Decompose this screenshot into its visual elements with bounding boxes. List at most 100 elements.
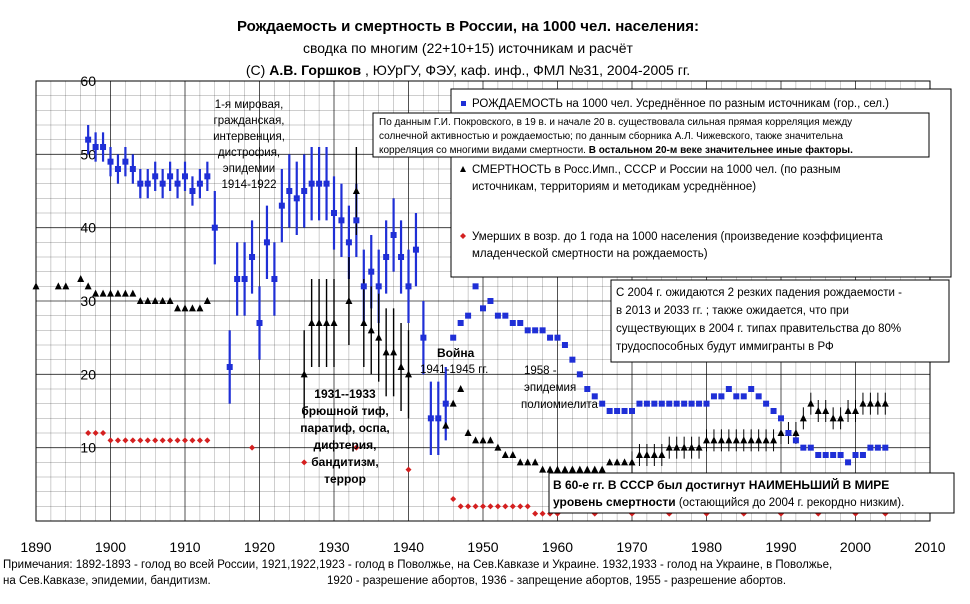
- birth-point: [815, 452, 822, 458]
- y-tick-label: 40: [80, 220, 96, 236]
- infant-point: [114, 437, 121, 444]
- death-point: [330, 319, 338, 326]
- chart-title: Рождаемость и смертность в России, на 10…: [237, 18, 699, 35]
- death-point: [740, 436, 748, 444]
- infant-point: [196, 437, 203, 444]
- svg-text:эпидемии: эпидемии: [223, 163, 275, 175]
- birth-point: [450, 334, 457, 341]
- infant-point: [174, 437, 181, 444]
- birth-point: [338, 217, 345, 224]
- svg-text:1920 - разрешение абортов, 193: 1920 - разрешение абортов, 1936 - запрещ…: [327, 575, 786, 587]
- birth-point: [673, 400, 680, 407]
- birth-point: [345, 239, 352, 246]
- death-point: [472, 436, 480, 444]
- birth-point: [204, 173, 211, 180]
- death-point: [703, 436, 710, 444]
- birth-point: [211, 224, 218, 231]
- birth-point: [144, 180, 151, 187]
- svg-text:в 2013 и 2033 гг. ; также ожид: в 2013 и 2033 гг. ; также ожидается, что…: [616, 305, 849, 317]
- birth-point: [807, 444, 814, 451]
- svg-text:1958 -: 1958 -: [524, 365, 557, 377]
- infant-point: [204, 437, 211, 444]
- infant-point: [301, 459, 308, 466]
- death-point: [688, 443, 696, 451]
- birth-point: [710, 393, 717, 400]
- birth-point: [725, 386, 732, 392]
- death-point: [114, 289, 122, 297]
- death-point: [166, 297, 174, 304]
- death-point: [613, 458, 621, 466]
- x-axis-ticks: 1890 1900 1910 1920 1930 1940 1950 1960 1970 1980…: [20, 539, 945, 555]
- x-tick-label: 1970: [616, 539, 647, 555]
- infant-point: [524, 503, 531, 510]
- death-point: [375, 333, 383, 341]
- birth-point: [442, 400, 449, 407]
- death-point: [62, 282, 70, 290]
- death-point: [360, 319, 368, 326]
- death-point: [680, 443, 688, 451]
- death-point: [792, 429, 800, 436]
- death-point: [188, 304, 196, 312]
- death-point: [390, 348, 398, 356]
- death-point: [397, 363, 405, 370]
- annotation-polio-1958: 1958 - эпидемия полиомиелита: [521, 365, 599, 411]
- birth-point: [256, 320, 263, 326]
- death-point: [717, 436, 725, 444]
- ussr-mortality-note: В 60-е гг. В СССР был достигнут НАИМЕНЬШ…: [548, 472, 955, 514]
- death-point: [747, 436, 755, 444]
- birth-point: [420, 334, 427, 341]
- birth-point: [174, 180, 181, 187]
- birth-point: [167, 173, 174, 180]
- y-axis-ticks: 102030405060: [80, 73, 96, 456]
- birth-point: [368, 268, 375, 275]
- forecast-note: С 2004 г. ожидаются 2 резких падения рож…: [610, 279, 950, 363]
- birth-point: [778, 415, 784, 422]
- birth-point: [882, 444, 889, 451]
- death-point: [181, 304, 189, 312]
- death-point: [598, 465, 606, 473]
- birth-point: [412, 246, 419, 253]
- birth-point: [822, 452, 829, 458]
- svg-text:1931--1933: 1931--1933: [314, 387, 376, 401]
- birth-point: [331, 210, 337, 216]
- death-point: [352, 187, 360, 194]
- death-point: [822, 407, 830, 414]
- death-point: [531, 458, 539, 466]
- death-point: [561, 465, 569, 473]
- death-point: [807, 399, 815, 407]
- annotation-war: Война: [437, 346, 475, 360]
- death-point: [755, 436, 763, 444]
- x-tick-label: 1920: [244, 539, 275, 555]
- death-point: [345, 297, 353, 304]
- svg-text:1-я мировая,: 1-я мировая,: [215, 99, 284, 111]
- infant-point: [472, 503, 479, 510]
- birth-point: [278, 202, 285, 209]
- infant-point: [249, 444, 256, 451]
- birth-point: [375, 283, 382, 290]
- svg-text:паратиф, оспа,: паратиф, оспа,: [300, 421, 389, 435]
- footnotes: Примечания: 1892-1893 - голод во всей Ро…: [3, 559, 832, 587]
- death-point: [486, 436, 494, 444]
- birth-point: [472, 283, 479, 290]
- birth-point: [517, 320, 524, 326]
- legend-infant-marker: [460, 233, 466, 239]
- birth-point: [271, 276, 278, 282]
- birth-point: [196, 180, 203, 187]
- death-point: [650, 451, 658, 458]
- pokrovsky-note: По данным Г.И. Покровского, в 19 в. и на…: [372, 112, 930, 158]
- birth-point: [614, 408, 621, 414]
- birth-point: [547, 334, 554, 341]
- birth-point: [651, 400, 658, 407]
- birth-point: [532, 327, 539, 334]
- infant-point: [137, 437, 144, 444]
- death-point: [77, 275, 85, 282]
- x-tick-label: 1980: [691, 539, 722, 555]
- birth-point: [785, 430, 792, 436]
- legend-infant-label: Умерших в возр. до 1 года на 1000 населе…: [472, 231, 883, 243]
- death-point: [777, 429, 785, 436]
- death-point: [866, 399, 874, 407]
- death-point: [524, 458, 532, 466]
- annotation-ww1: 1-я мировая, гражданская, интервенция, д…: [213, 99, 285, 191]
- death-point: [203, 297, 211, 304]
- death-point: [852, 407, 859, 414]
